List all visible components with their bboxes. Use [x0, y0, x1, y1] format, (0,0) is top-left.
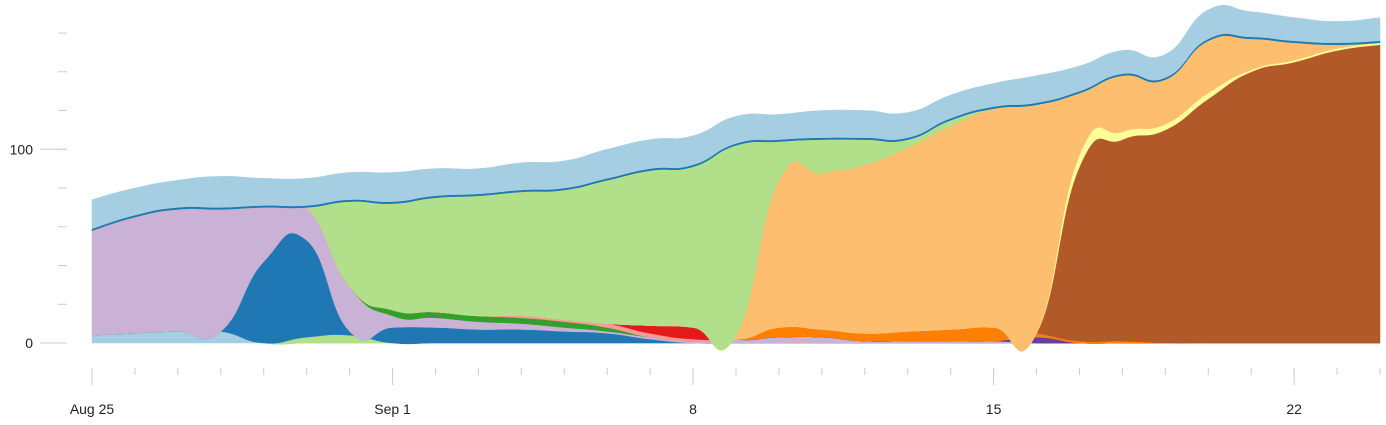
x-tick-label: Aug 25 — [70, 401, 115, 417]
x-tick-label: 15 — [986, 401, 1002, 417]
y-tick-label: 100 — [10, 141, 34, 157]
x-axis: Aug 25 Sep 1 8 15 22 — [70, 368, 1381, 417]
y-axis: 0 100 — [10, 32, 67, 351]
area-series-group — [91, 4, 1381, 352]
x-tick-label: Sep 1 — [374, 401, 411, 417]
y-tick-label: 0 — [25, 335, 33, 351]
x-tick-label: 8 — [689, 401, 697, 417]
area-series-14 — [91, 4, 1381, 230]
x-tick-label: 22 — [1286, 401, 1302, 417]
